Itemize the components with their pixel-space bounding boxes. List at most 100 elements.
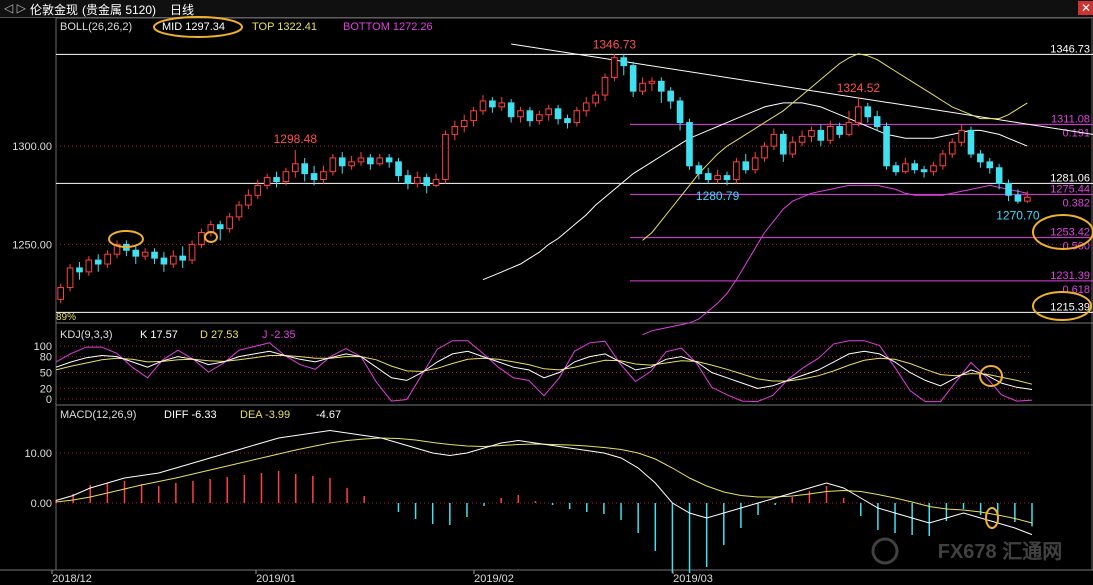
macd-tick-label: 0.00 [31, 498, 52, 510]
candle-body [320, 171, 327, 181]
highlight-circle [1032, 214, 1093, 250]
boll-top-line [642, 53, 1028, 241]
candle-body [367, 157, 374, 165]
candle-body [1005, 182, 1012, 196]
candle-body [939, 153, 947, 167]
candle-body [714, 175, 721, 181]
symbol-name[interactable]: 伦敦金现 [30, 3, 79, 17]
trend-line [511, 43, 1093, 135]
candle-body [85, 259, 93, 273]
highlight-circle [985, 507, 999, 529]
candle-body [329, 157, 337, 173]
candle-body [179, 255, 187, 261]
candle-body [995, 167, 1003, 184]
candle-body [188, 243, 196, 261]
candle-body [582, 102, 590, 112]
candle-body [198, 232, 205, 245]
fib-price-label: 1215.39 [1050, 301, 1090, 313]
candle-body [357, 157, 365, 163]
candle-body [545, 108, 553, 116]
candle-body [470, 110, 477, 122]
small-price-label: 89% [56, 312, 76, 323]
highlight-circle [108, 230, 144, 248]
candle-body [301, 163, 309, 175]
price-tick-label: 1250.00 [12, 239, 52, 251]
period-selector[interactable]: 日线 [170, 3, 195, 17]
candle-body [376, 157, 384, 165]
candle-body [432, 179, 440, 186]
highlight-circle [1032, 291, 1092, 321]
market-name: (贵金属 5120) [82, 3, 157, 17]
candle-body [873, 116, 881, 128]
candle-body [526, 110, 534, 122]
candle-body [695, 165, 703, 175]
candle-body [57, 287, 65, 300]
candle-body [723, 175, 731, 181]
watermark-icon [871, 537, 899, 565]
kdj-tick-label: 100 [34, 341, 52, 353]
boll-mid-label: MID 1297.34 [162, 21, 225, 33]
candle-body [226, 216, 233, 230]
candle-body [395, 161, 402, 177]
candle-body [817, 129, 825, 141]
x-axis-label: 2019/03 [673, 573, 713, 585]
candle-body [235, 204, 243, 218]
candle-body [310, 173, 318, 181]
nav-arrows-icon[interactable]: ◁ ▷ [4, 1, 26, 15]
candle-body [667, 90, 675, 102]
kdj-j-line [55, 340, 1033, 403]
price-annotation: 1346.73 [593, 37, 637, 51]
candle-body [573, 110, 581, 124]
candle-body [385, 157, 393, 163]
candle-body [254, 184, 262, 196]
kdj-tick-label: 20 [40, 383, 52, 395]
candle-body [986, 161, 994, 169]
fib-price-label: 1231.39 [1050, 270, 1090, 282]
candle-body [779, 133, 787, 155]
candle-body [967, 129, 975, 155]
candle-body [798, 135, 806, 143]
candle-body [76, 267, 83, 273]
candle-body [442, 133, 449, 181]
x-axis-label: 2018/12 [52, 573, 92, 585]
fib-ratio-label: 0.382 [1062, 197, 1090, 209]
candle-body [554, 108, 562, 120]
price-tick-label: 1300.00 [12, 141, 52, 153]
candle-body [958, 129, 965, 143]
candle-body [620, 57, 628, 67]
candle-body [686, 122, 693, 167]
candle-body [836, 126, 843, 135]
price-annotation: 1270.70 [996, 209, 1040, 223]
macd-tick-label: 10.00 [24, 448, 52, 460]
candle-body [920, 169, 928, 173]
candle-body [151, 251, 158, 259]
candle-body [611, 57, 618, 78]
macd-diff-line [55, 429, 1033, 536]
candle-body [639, 82, 646, 92]
candle-body [460, 120, 468, 127]
candle-body [733, 161, 740, 181]
candle-body [855, 106, 862, 124]
candle-body [263, 177, 271, 186]
candle-body [629, 65, 637, 92]
candle-body [404, 175, 412, 184]
kdj-label: KDJ(9,3,3) [60, 329, 113, 341]
macd-label: MACD(12,26,9) [60, 409, 136, 421]
candle-body [132, 249, 140, 257]
candle-body [808, 129, 815, 137]
candle-body [948, 141, 956, 155]
candle-body [901, 163, 909, 173]
candle-body [338, 157, 346, 167]
fib-price-label: 1275.44 [1050, 183, 1090, 195]
watermark-logo: FX678 汇通网 [938, 540, 1062, 563]
macd-dea-label: DEA -3.99 [240, 409, 290, 421]
candle-body [273, 177, 280, 182]
candle-body [892, 165, 900, 173]
candle-body [113, 243, 121, 255]
boll-mid-line [482, 102, 1028, 281]
price-annotation: 1298.48 [274, 132, 318, 146]
candle-body [930, 165, 937, 173]
close-icon[interactable]: ✕ [1078, 1, 1093, 15]
chart-frame [55, 17, 1093, 571]
